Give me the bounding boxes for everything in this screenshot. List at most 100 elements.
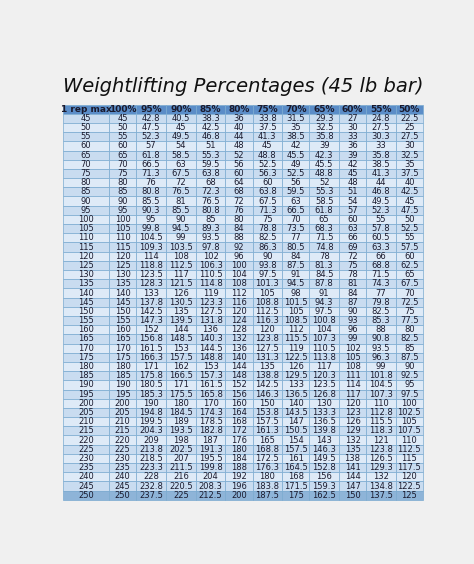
Text: 166.5: 166.5	[169, 371, 193, 380]
Bar	[109, 270, 136, 279]
Bar	[366, 316, 396, 325]
Bar	[339, 426, 366, 435]
Text: 225: 225	[173, 491, 189, 500]
Bar	[282, 215, 310, 224]
Text: 56: 56	[291, 178, 301, 187]
Text: 70: 70	[291, 215, 301, 224]
Text: 80.8: 80.8	[201, 206, 220, 215]
Text: 60: 60	[234, 169, 244, 178]
Text: 98: 98	[291, 289, 301, 297]
Text: 136.5: 136.5	[284, 390, 308, 399]
Text: 72.5: 72.5	[400, 298, 419, 307]
Text: 165: 165	[115, 334, 131, 343]
Text: 117: 117	[173, 270, 189, 279]
Text: 95: 95	[146, 215, 156, 224]
Text: 63: 63	[175, 160, 186, 169]
Bar	[310, 463, 339, 472]
Bar	[166, 343, 196, 352]
Text: 116.3: 116.3	[255, 316, 279, 325]
Bar	[109, 390, 136, 399]
Bar	[339, 316, 366, 325]
Bar	[136, 261, 166, 270]
Bar	[136, 454, 166, 463]
Text: 31.5: 31.5	[286, 114, 305, 123]
Text: 125: 125	[115, 261, 130, 270]
Text: 88: 88	[234, 233, 244, 243]
Bar	[196, 417, 226, 426]
Bar	[166, 399, 196, 408]
Bar	[366, 463, 396, 472]
Bar	[196, 215, 226, 224]
Text: 80: 80	[404, 325, 415, 334]
Text: 86.3: 86.3	[258, 243, 277, 252]
Bar	[166, 187, 196, 196]
Text: 102: 102	[203, 252, 219, 261]
Bar	[109, 169, 136, 178]
Bar	[396, 279, 423, 288]
Bar	[136, 123, 166, 132]
Text: 63: 63	[347, 224, 358, 233]
Bar	[136, 390, 166, 399]
Bar	[253, 132, 282, 142]
Bar	[166, 252, 196, 261]
Bar	[339, 444, 366, 454]
Bar	[109, 352, 136, 362]
Text: 135: 135	[259, 362, 275, 371]
Bar	[196, 114, 226, 123]
Text: 138: 138	[345, 454, 361, 463]
Bar	[63, 408, 109, 417]
Text: 175: 175	[115, 353, 131, 362]
Text: 65: 65	[81, 151, 91, 160]
Bar	[63, 399, 109, 408]
Bar	[166, 261, 196, 270]
Text: 168.8: 168.8	[255, 445, 279, 454]
Text: 57: 57	[347, 206, 358, 215]
Bar	[196, 399, 226, 408]
Text: 32.5: 32.5	[315, 123, 333, 132]
Text: 66.5: 66.5	[286, 206, 305, 215]
Text: 112.8: 112.8	[369, 408, 393, 417]
Text: 68: 68	[205, 178, 216, 187]
Text: 94.5: 94.5	[172, 224, 190, 233]
Text: 187: 187	[202, 435, 219, 444]
Bar	[310, 288, 339, 298]
Bar	[253, 362, 282, 371]
Text: 70: 70	[118, 160, 128, 169]
Text: 88: 88	[375, 325, 386, 334]
Bar	[310, 352, 339, 362]
Text: 84.5: 84.5	[315, 270, 333, 279]
Text: 30.3: 30.3	[372, 133, 390, 141]
Text: 105: 105	[345, 353, 360, 362]
Text: 208.3: 208.3	[199, 482, 222, 491]
Text: 133.3: 133.3	[312, 408, 336, 417]
Bar	[166, 371, 196, 380]
Bar	[396, 307, 423, 316]
Bar	[253, 435, 282, 444]
Text: 48: 48	[234, 142, 244, 151]
Bar	[366, 243, 396, 252]
Bar	[196, 169, 226, 178]
Text: 42: 42	[291, 142, 301, 151]
Text: 115: 115	[78, 243, 94, 252]
Bar	[226, 325, 253, 334]
Text: 162.5: 162.5	[312, 491, 336, 500]
Bar	[166, 362, 196, 371]
Bar	[310, 224, 339, 233]
Bar	[282, 270, 310, 279]
Bar	[282, 399, 310, 408]
Bar	[282, 142, 310, 151]
Text: 112: 112	[288, 325, 304, 334]
Text: 81: 81	[347, 279, 358, 288]
Text: 116: 116	[231, 298, 247, 307]
Bar	[63, 261, 109, 270]
Bar	[166, 104, 196, 114]
Text: 108.5: 108.5	[284, 316, 308, 325]
Text: 127.5: 127.5	[199, 307, 222, 316]
Bar	[396, 187, 423, 196]
Text: 99: 99	[175, 233, 186, 243]
Text: 94.5: 94.5	[287, 279, 305, 288]
Text: 157.3: 157.3	[199, 371, 222, 380]
Bar	[109, 343, 136, 352]
Bar	[396, 316, 423, 325]
Text: 152: 152	[231, 380, 247, 389]
